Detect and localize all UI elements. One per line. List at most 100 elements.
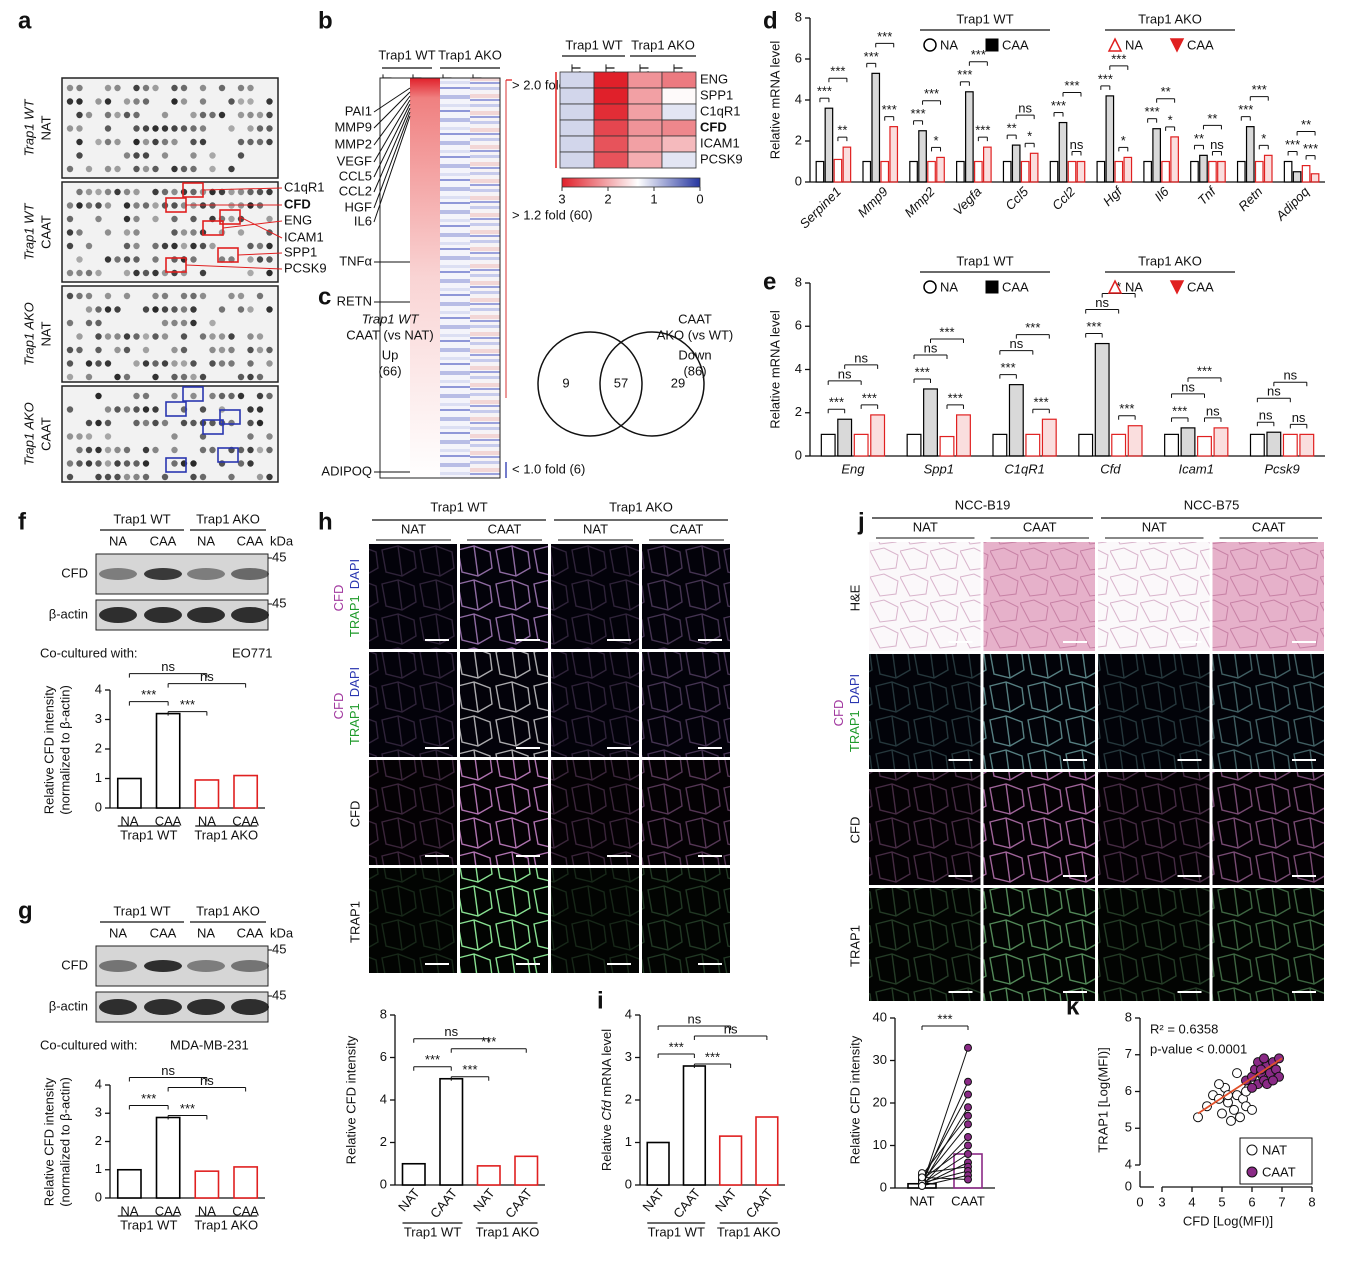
sig-label: *** (462, 1062, 477, 1077)
annotation: p-value < 0.0001 (1150, 1041, 1247, 1056)
heat-cell (661, 87, 697, 105)
panel-letter: f (18, 508, 27, 535)
gene-label: ADIPOQ (321, 463, 372, 478)
array-spot (266, 306, 273, 313)
point (964, 1111, 972, 1120)
array-spot (161, 152, 169, 159)
lane-label: NA (109, 925, 127, 940)
array-spot (161, 292, 169, 300)
y-tick-label: 1 (95, 1161, 102, 1176)
y-axis-label-part: Cfd (599, 1100, 614, 1121)
legend-label: CAA (1002, 279, 1029, 294)
group-label: Trap1 AKO (476, 1224, 540, 1239)
y-axis-label-part: mRNA level (599, 1029, 614, 1101)
array-spot (76, 111, 83, 119)
bar (1076, 160, 1086, 183)
array-spot (104, 138, 112, 146)
fit-line (1197, 1057, 1283, 1115)
point (964, 1090, 972, 1099)
array-spot (199, 373, 207, 381)
array-spot (237, 446, 245, 454)
y-tick-label: 7 (1125, 1046, 1132, 1061)
array-spot (123, 229, 131, 236)
row-label: ENG (700, 71, 728, 86)
array-spot (180, 306, 188, 313)
array-spot (161, 138, 169, 146)
row-label-part: TRAP1 (347, 703, 362, 745)
legend-label: NA (1125, 37, 1143, 52)
bar (1143, 160, 1152, 183)
array-spot (161, 242, 169, 250)
row-label-part: TRAP1 (847, 710, 862, 752)
sig-label: ns (1095, 295, 1109, 310)
x-tick-label: Il6 (1151, 183, 1172, 204)
bar (1299, 433, 1315, 457)
array-spot (161, 333, 169, 340)
array-spot (66, 406, 74, 413)
array-spot (133, 460, 140, 467)
array-spot (142, 152, 150, 159)
group-label: Trap1 AKO (609, 499, 673, 514)
array-spot (209, 346, 216, 354)
column-label: NAT (1142, 519, 1167, 534)
x-tick-label: Ccl5 (1002, 183, 1032, 213)
array-spot (133, 138, 140, 146)
callout-box (219, 409, 241, 425)
row-label-part: DAPI (847, 674, 862, 704)
sig-label: ns (1292, 410, 1306, 425)
micrograph-tint (1212, 542, 1324, 651)
cell-line: MDA-MB-231 (170, 1037, 249, 1052)
array-spot (95, 333, 102, 340)
legend-symbol (1246, 1166, 1258, 1178)
legend-title: Trap1 WT (956, 253, 1013, 268)
micrograph-tint (642, 544, 730, 649)
array-spot (228, 333, 235, 340)
micrograph-tint (642, 652, 730, 757)
micrograph-tint (551, 544, 639, 649)
array-spot (85, 433, 93, 440)
array-spot (237, 392, 245, 400)
array-spot (114, 138, 121, 146)
bar (194, 1170, 220, 1199)
y-tick-label: 8 (380, 1006, 387, 1021)
heat-cell (559, 71, 595, 89)
bar (1310, 173, 1320, 183)
array-spot (228, 188, 235, 196)
bar (116, 1168, 142, 1199)
bar (1236, 160, 1246, 183)
group-label: Trap1 AKO (438, 47, 502, 62)
bar (820, 433, 836, 457)
row-label-part: CFD (331, 585, 346, 612)
array-spot (266, 98, 273, 105)
array-spot (76, 346, 83, 354)
micrograph-tint (551, 760, 639, 865)
array-spot (199, 111, 207, 119)
lane-label: NA (197, 533, 215, 548)
x-tick-label: CAAT (951, 1193, 985, 1208)
array-spot (104, 98, 112, 105)
marker-label: 45 (272, 549, 286, 564)
array-spot (256, 333, 264, 340)
group-label: Trap1 WT (113, 903, 170, 918)
row-label: Trap1 AKO (21, 302, 36, 366)
venn-number: 9 (562, 375, 569, 390)
array-spot (256, 111, 264, 119)
point (964, 1150, 972, 1158)
array-spot (247, 419, 254, 427)
y-tick-label: 1 (625, 1134, 632, 1149)
array-spot (76, 256, 83, 263)
x-tick-label: NAT (712, 1185, 740, 1214)
bar (936, 156, 945, 183)
y-axis-label: Relative CFD intensity (847, 1035, 862, 1164)
gene-label: IL6 (354, 213, 372, 228)
sig-label: *** (1025, 320, 1040, 335)
array-spot (85, 460, 93, 467)
array-spot (66, 242, 74, 250)
array-spot (66, 84, 74, 92)
array-spot (190, 152, 197, 159)
micrograph-texture (1098, 542, 1210, 651)
bar (1217, 160, 1226, 183)
array-spot (104, 460, 112, 467)
blot-band (231, 960, 269, 972)
array-spot (104, 229, 112, 236)
